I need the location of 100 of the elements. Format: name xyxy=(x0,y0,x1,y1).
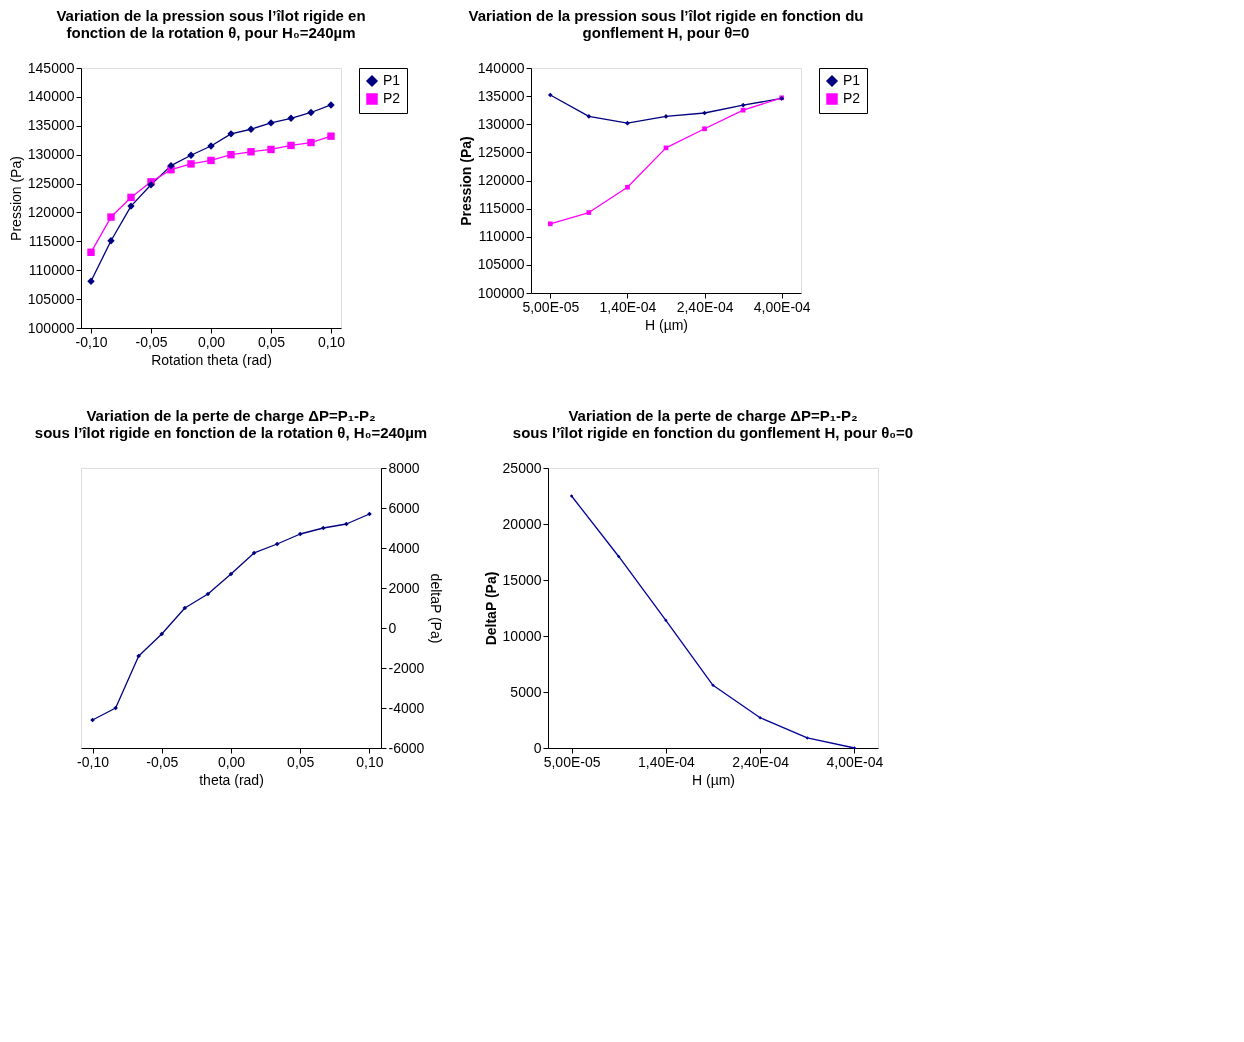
point xyxy=(327,132,335,140)
point xyxy=(228,571,234,577)
y-tick-label: 115000 xyxy=(478,200,525,217)
y-tick-label: 5000 xyxy=(510,683,542,700)
y-tick-label: 120000 xyxy=(477,172,525,188)
x-tick-label: -0,05 xyxy=(135,333,168,350)
x-tick-label: -0,10 xyxy=(75,333,108,350)
chart-title: Variation de la pression sous l’îlot rigide en fonction du gonflement H, pour θ=0 xyxy=(468,7,864,41)
point xyxy=(205,591,211,597)
point xyxy=(586,114,592,119)
y-tick-label: 135000 xyxy=(477,87,525,104)
legend-label: P1 xyxy=(843,72,861,88)
x-axis-title: theta (rad) xyxy=(199,771,264,788)
y-axis-title: DeltaP (Pa) xyxy=(482,571,499,646)
point xyxy=(227,150,235,159)
point xyxy=(586,210,592,215)
legend-label: P1 xyxy=(383,72,401,88)
y2-tick-label: 8000 xyxy=(388,459,420,476)
y2-tick-label: 2000 xyxy=(388,579,420,596)
point xyxy=(127,193,135,202)
x-tick-label: 1,40E-04 xyxy=(637,753,695,770)
point xyxy=(182,605,188,611)
x-tick-label: 0,05 xyxy=(257,333,286,350)
y-axis-title: Pression (Pa) xyxy=(7,156,24,241)
x-tick-label: 5,00E-05 xyxy=(543,753,601,770)
y2-tick-label: 0 xyxy=(388,619,397,636)
point xyxy=(297,531,303,537)
point xyxy=(625,120,630,126)
point xyxy=(136,653,142,659)
y-tick-label: 135000 xyxy=(27,117,75,134)
x-tick-label: 4,00E-04 xyxy=(753,298,811,315)
y-tick-label: 10000 xyxy=(502,627,542,644)
point xyxy=(107,213,115,221)
chart-title: Variation de la pression sous l’îlot rigide en fonction de la rotation θ, pour H₀=240µm xyxy=(56,7,366,41)
point xyxy=(758,716,762,720)
point xyxy=(320,525,326,531)
x-tick-label: 0,10 xyxy=(317,333,346,350)
x-tick-label: 0,00 xyxy=(217,753,246,770)
y-tick-label: 140000 xyxy=(477,59,525,76)
point xyxy=(267,145,275,154)
point xyxy=(274,541,280,547)
y-tick-label: 120000 xyxy=(27,203,75,220)
y-tick-label: 140000 xyxy=(27,88,75,105)
point xyxy=(167,161,175,170)
legend-label: P2 xyxy=(843,90,861,106)
y-tick-label: 0 xyxy=(533,739,542,756)
legend-label: P2 xyxy=(383,90,401,106)
point xyxy=(625,184,630,190)
x-tick-label: 1,40E-04 xyxy=(599,298,657,315)
point xyxy=(569,494,574,498)
point xyxy=(159,631,165,637)
x-tick-label: 4,00E-04 xyxy=(826,753,884,770)
point xyxy=(307,108,315,117)
y2-tick-label: -4000 xyxy=(388,699,425,716)
point xyxy=(740,102,746,108)
y-tick-label: 130000 xyxy=(27,146,75,163)
point xyxy=(702,126,707,132)
x-tick-label: 0,00 xyxy=(197,333,226,350)
y2-tick-label: 6000 xyxy=(388,499,420,516)
chart-title: Variation de la perte de charge ΔP=P₁-P₂ sous l’îlot rigide en fonction du gonflement H, pour θ₀=0 xyxy=(512,407,914,441)
y-tick-label: 145000 xyxy=(27,59,75,76)
point xyxy=(852,746,857,750)
y-tick-label: 110000 xyxy=(28,261,75,278)
x-tick-label: -0,10 xyxy=(77,753,110,770)
x-tick-label: 2,40E-04 xyxy=(676,298,734,315)
y2-tick-label: -2000 xyxy=(388,659,425,676)
point xyxy=(805,736,810,740)
y-tick-label: 115000 xyxy=(28,232,75,249)
point xyxy=(247,148,255,156)
y-tick-label: 20000 xyxy=(502,515,542,532)
point xyxy=(547,92,553,98)
x-axis-title: Rotation theta (rad) xyxy=(151,351,272,368)
x-tick-label: 0,10 xyxy=(356,753,384,770)
y-tick-label: 15000 xyxy=(502,571,542,588)
y-tick-label: 105000 xyxy=(477,256,525,273)
x-axis-title: H (µm) xyxy=(644,316,689,333)
y-tick-label: 25000 xyxy=(502,459,542,476)
point xyxy=(251,550,257,556)
point xyxy=(287,141,295,150)
point xyxy=(307,138,315,147)
x-tick-label: 5,00E-05 xyxy=(522,298,580,315)
point xyxy=(187,160,195,168)
x-axis-title: H (µm) xyxy=(691,771,736,788)
y-tick-label: 110000 xyxy=(478,228,525,245)
y2-tick-label: -6000 xyxy=(388,739,425,756)
x-tick-label: 2,40E-04 xyxy=(732,753,790,770)
y-tick-label: 100000 xyxy=(477,284,525,301)
point xyxy=(207,156,215,165)
y-tick-label: 125000 xyxy=(27,175,75,192)
point xyxy=(740,107,746,113)
y-tick-label: 100000 xyxy=(27,319,75,336)
x-tick-label: -0,05 xyxy=(146,753,179,770)
x-tick-label: 0,05 xyxy=(287,753,315,770)
y2-axis-title: deltaP (Pa) xyxy=(428,573,445,644)
y-tick-label: 130000 xyxy=(477,115,525,132)
y-axis-title: Pression (Pa) xyxy=(457,136,474,226)
point xyxy=(87,248,95,257)
y-tick-label: 125000 xyxy=(477,143,525,160)
chart-title: Variation de la perte de charge ΔP=P₁-P₂ sous l’îlot rigide en fonction de la rotation θ, H₀=240µm xyxy=(34,407,428,441)
y-tick-label: 105000 xyxy=(27,290,75,307)
